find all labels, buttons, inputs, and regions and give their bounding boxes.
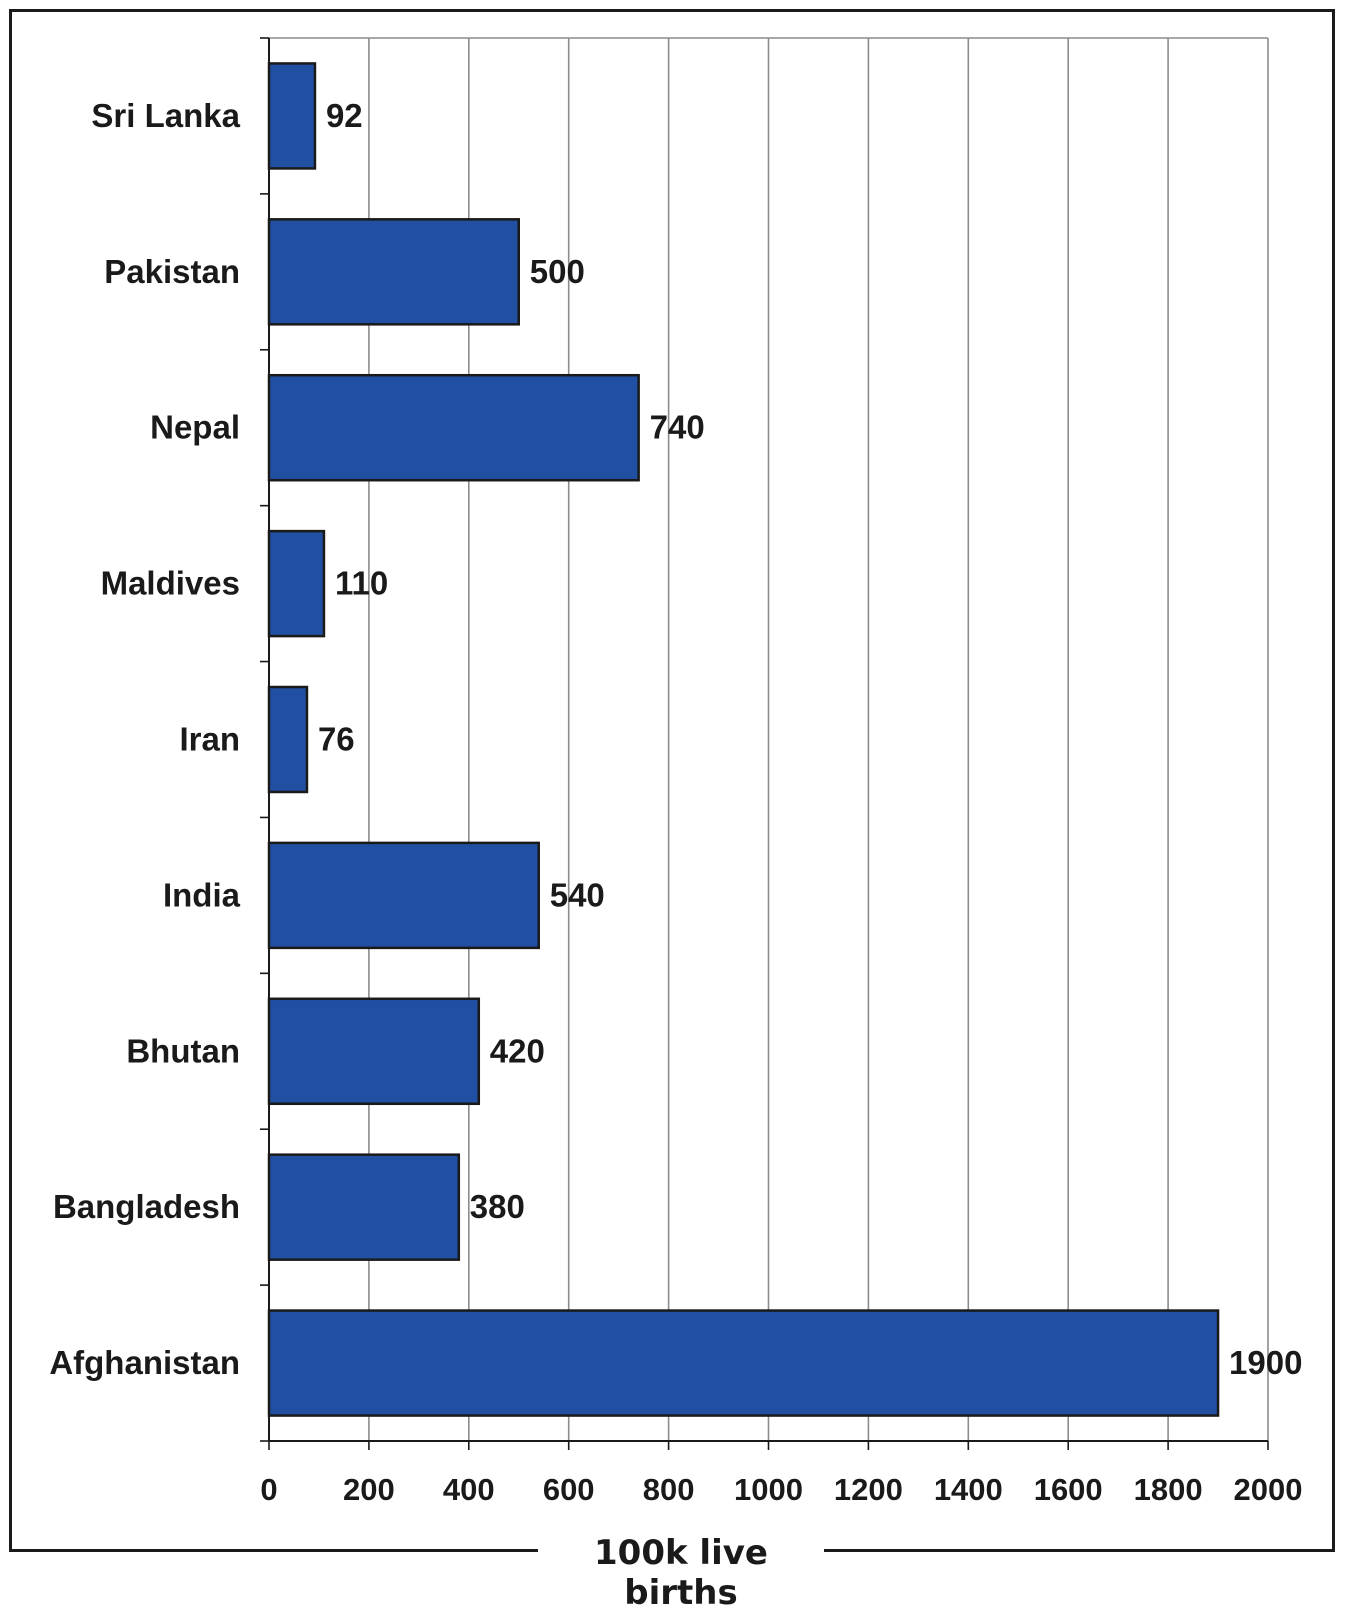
category-label: Maldives — [101, 565, 240, 602]
data-label: 92 — [326, 97, 363, 134]
category-label: Sri Lanka — [91, 97, 240, 134]
category-label: Nepal — [150, 409, 240, 446]
bar — [269, 999, 479, 1104]
data-label: 76 — [318, 721, 355, 758]
x-tick-label: 1600 — [1034, 1472, 1103, 1507]
category-label: Iran — [179, 721, 240, 758]
bar — [269, 1311, 1218, 1416]
data-label: 380 — [470, 1188, 525, 1225]
x-tick-label: 1400 — [934, 1472, 1003, 1507]
x-tick-label: 1200 — [834, 1472, 903, 1507]
x-axis-title-wrap: 100k live births — [0, 1533, 1346, 1574]
data-label: 740 — [650, 409, 705, 446]
bar — [269, 531, 324, 636]
category-label: India — [163, 876, 241, 913]
x-tick-label: 800 — [643, 1472, 695, 1507]
x-tick-label: 1800 — [1134, 1472, 1203, 1507]
data-label: 540 — [550, 876, 605, 913]
x-tick-label: 200 — [343, 1472, 395, 1507]
data-label: 500 — [530, 253, 585, 290]
bar — [269, 687, 307, 792]
x-tick-label: 400 — [443, 1472, 495, 1507]
labels: 0 200 400 600 800 1000 1200 1400 1600 1800 2000 Sri… — [49, 97, 1302, 1507]
x-axis-title: 100k live births — [538, 1533, 824, 1613]
x-tick-label: 0 — [260, 1472, 277, 1507]
x-tick-label: 600 — [543, 1472, 595, 1507]
bar — [269, 843, 539, 948]
bar — [269, 1155, 459, 1260]
bar-chart: 0 200 400 600 800 1000 1200 1400 1600 1800 2000 Sri… — [0, 0, 1346, 1574]
data-label: 1900 — [1229, 1344, 1302, 1381]
bar — [269, 219, 519, 324]
bar — [269, 375, 639, 480]
category-label: Bangladesh — [53, 1188, 240, 1225]
category-label: Bhutan — [126, 1032, 240, 1069]
category-label: Pakistan — [104, 253, 240, 290]
x-tick-label: 1000 — [734, 1472, 803, 1507]
bars — [269, 63, 1218, 1415]
category-label: Afghanistan — [49, 1344, 240, 1381]
data-label: 110 — [335, 565, 388, 602]
data-label: 420 — [490, 1032, 545, 1069]
x-tick-label: 2000 — [1234, 1472, 1303, 1507]
bar — [269, 63, 315, 168]
